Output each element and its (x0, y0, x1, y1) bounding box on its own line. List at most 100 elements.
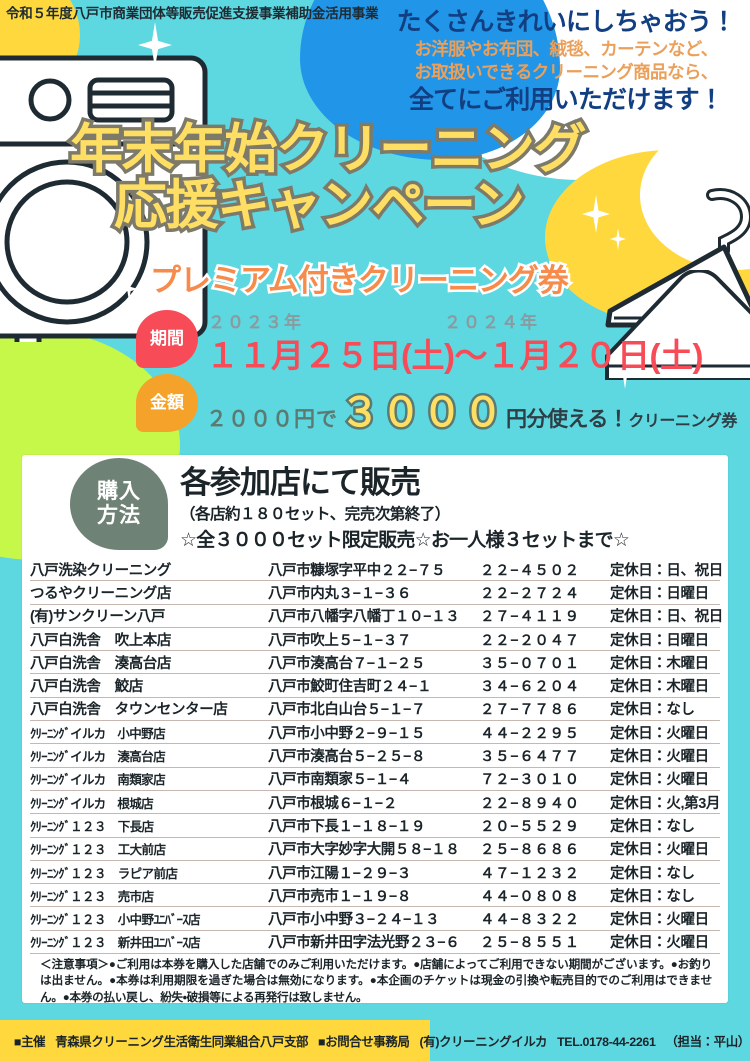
store-name: ｸﾘｰﾆﾝｸﾞイルカ 小中野店 (30, 726, 166, 741)
table-row: ｸﾘｰﾆﾝｸﾞイルカ 湊高台店 八戸市湊高台５−２５−８ ３５−６４７７ 定休日：火曜… (30, 744, 720, 768)
howto-badge-line1: 購入 (97, 480, 141, 504)
store-address: 八戸市下長１−１８−１９ (268, 818, 426, 835)
table-row: ｸﾘｰﾆﾝｸﾞイルカ 根城店 八戸市根城６−１−２ ２２−８９４０ 定休日：火,第3月 (30, 791, 720, 815)
table-row: つるやクリーニング店 八戸市内丸３−１−３６ ２２−２７２４ 定休日：日曜日 (30, 581, 720, 605)
footer-contact-label: ■お問合せ事務局 (318, 1035, 410, 1049)
store-address: 八戸市鮫町住吉町２４−１ (268, 679, 432, 696)
store-name: ｸﾘｰﾆﾝｸﾞ１２３ 売市店 (30, 889, 154, 904)
header-copy-line4: 全てにご利用いただけます！ (408, 86, 724, 115)
footer-band-yellow (0, 1020, 430, 1061)
table-row: ｸﾘｰﾆﾝｸﾞイルカ 小中野店 八戸市小中野２−９−１５ ４４−２２９５ 定休日：火曜… (30, 721, 720, 745)
store-closed: 定休日：なし (610, 865, 695, 882)
store-address: 八戸市糠塚字平中２２−７５ (268, 562, 446, 579)
store-tel: ３４−６２０４ (480, 679, 580, 696)
amount-block: ２０００円で ３０００ 円分使える！ クリーニング券 (206, 380, 737, 438)
period-year-end: ２０２４年 (444, 313, 539, 332)
store-closed: 定休日：日曜日 (610, 585, 709, 602)
store-address: 八戸市新井田字法光野２３−６ (268, 935, 460, 952)
footer-contact: (有)クリーニングイルカ (419, 1035, 548, 1049)
store-tel: ２２−２０４７ (480, 632, 580, 649)
table-row: 八戸白洗舎 吹上本店 八戸市吹上５−１−３７ ２２−２０４７ 定休日：日曜日 (30, 628, 720, 652)
store-tel: ４４−２２９５ (480, 725, 580, 742)
amount-value: ３０００ (338, 389, 506, 438)
store-address: 八戸市八幡字八幡丁１０−１３ (268, 609, 460, 626)
header-copy-line1: たくさんきれいにしちゃおう！ (396, 8, 737, 36)
store-closed: 定休日：火曜日 (610, 725, 709, 742)
store-name: ｸﾘｰﾆﾝｸﾞイルカ 南類家店 (30, 773, 166, 788)
amount-prefix: ２０００円で (206, 408, 338, 431)
table-row: 八戸白洗舎 湊高台店 八戸市湊高台７−１−２５ ３５−０７０１ 定休日：木曜日 (30, 651, 720, 675)
store-name: ｸﾘｰﾆﾝｸﾞ１２３ 小中野ﾕﾆﾊﾞｰｽ店 (30, 913, 200, 928)
campaign-title-line1: 年末年始クリーニング (67, 120, 591, 180)
table-row: ｸﾘｰﾆﾝｸﾞ１２３ 工大前店 八戸市大字妙字大開５８−１８ ２５−８６８６ 定休日：… (30, 838, 720, 861)
table-row: 八戸白洗舎 タウンセンター店 八戸市北白山台５−１−７ ２７−７７８６ 定休日：なし (30, 698, 720, 722)
period-year-start: ２０２３年 (208, 313, 303, 332)
howto-text-block: 各参加店にて販売 （各店約１８０セット、完売次第終了） ☆全３０００セット限定販… (180, 465, 630, 552)
store-name: (有)サンクリーン八戸 (30, 609, 166, 626)
store-name: 八戸白洗舎 吹上本店 (30, 632, 171, 649)
footer-band-teal (430, 1020, 750, 1061)
store-address: 八戸市湊高台５−２５−８ (268, 749, 426, 766)
store-tel: ２５−８５５１ (480, 935, 580, 952)
store-name: ｸﾘｰﾆﾝｸﾞイルカ 湊高台店 (30, 750, 166, 765)
amount-suffix: 円分使える！ (506, 408, 629, 431)
howto-badge-line2: 方法 (97, 504, 141, 527)
store-tel: ３５−０７０１ (480, 655, 580, 672)
table-row: ｸﾘｰﾆﾝｸﾞ１２３ 売市店 八戸市売市１−１９−８ ４４−０８０８ 定休日：なし (30, 884, 720, 908)
store-closed: 定休日：火曜日 (610, 772, 709, 789)
period-years: ２０２３年 ２０２４年 (206, 308, 703, 332)
store-address: 八戸市内丸３−１−３６ (268, 585, 412, 602)
campaign-title: 年末年始クリーニング 応援キャンペーン (67, 120, 591, 236)
table-row: 八戸白洗舎 鮫店 八戸市鮫町住吉町２４−１ ３４−６２０４ 定休日：木曜日 (30, 674, 720, 698)
store-tel: ２０−５５２９ (480, 818, 580, 835)
campaign-subtitle: プレミアム付きクリーニング券 (148, 261, 572, 301)
howto-sub1: （各店約１８０セット、完売次第終了） (180, 505, 450, 523)
period-range: １１月２５日(土)〜１月２０日(土) (206, 337, 703, 374)
subsidy-banner: 令和５年度八戸市商業団体等販売促進支援事業補助金活用事業 (6, 6, 379, 21)
store-closed: 定休日：火曜日 (610, 935, 709, 952)
store-closed: 定休日：火曜日 (610, 749, 709, 766)
store-tel: ４４−８３２２ (480, 912, 580, 929)
store-name: つるやクリーニング店 (30, 585, 171, 602)
header-copy-line2: お洋服やお布団、絨毯、カーテンなど、 (414, 38, 718, 59)
notes-text: ＜注意事項＞●ご利用は本券を購入した店舗でのみご利用いただけます。●店舗によって… (40, 958, 712, 1004)
washing-machine-icon (0, 55, 208, 342)
store-closed: 定休日：日、祝日 (610, 562, 723, 579)
store-tel: ２２−８９４０ (480, 795, 580, 812)
store-tel: ４７−１２３２ (480, 865, 580, 882)
store-address: 八戸市南類家５−１−４ (268, 772, 412, 789)
store-address: 八戸市吹上５−１−３７ (268, 632, 412, 649)
store-address: 八戸市湊高台７−１−２５ (268, 655, 426, 672)
store-name: ｸﾘｰﾆﾝｸﾞ１２３ ラピア前店 (30, 866, 178, 881)
store-closed: 定休日：なし (610, 888, 695, 905)
table-row: ｸﾘｰﾆﾝｸﾞ１２３ ラピア前店 八戸市江陽１−２９−３ ４７−１２３２ 定休日：なし (30, 861, 720, 885)
store-tel: ３５−６４７７ (480, 749, 580, 766)
store-tel: ４４−０８０８ (480, 888, 580, 905)
howto-badge: 購入 方法 (70, 458, 168, 550)
store-closed: 定休日：なし (610, 702, 695, 719)
store-name: 八戸白洗舎 タウンセンター店 (30, 702, 228, 719)
store-tel: ２７−４１１９ (480, 609, 580, 626)
store-closed: 定休日：火曜日 (610, 912, 709, 929)
campaign-title-line2: 応援キャンペーン (111, 175, 529, 235)
store-address: 八戸市小中野３−２４−１３ (268, 912, 440, 929)
store-address: 八戸市売市１−１９−８ (268, 888, 412, 905)
footer-bar: ■主催 青森県クリーニング生活衛生同業組合八戸支部 ■お問合せ事務局 (有)クリーニン… (14, 1032, 750, 1050)
store-name: 八戸洗染クリーニング (30, 562, 171, 579)
footer-organizer-label: ■主催 (14, 1035, 46, 1049)
store-closed: 定休日：日曜日 (610, 632, 709, 649)
amount-badge: 金額 (136, 374, 198, 432)
store-address: 八戸市北白山台５−１−７ (268, 702, 426, 719)
store-tel: ２７−７７８６ (480, 702, 580, 719)
store-closed: 定休日：木曜日 (610, 679, 709, 696)
store-address: 八戸市江陽１−２９−３ (268, 865, 412, 882)
table-row: (有)サンクリーン八戸 八戸市八幡字八幡丁１０−１３ ２７−４１１９ 定休日：日、祝日 (30, 605, 723, 628)
table-row: ｸﾘｰﾆﾝｸﾞ１２３ 新井田ﾕﾆﾊﾞｰｽ店 八戸市新井田字法光野２３−６ ２５−８５… (30, 931, 720, 955)
table-row: 八戸洗染クリーニング 八戸市糠塚字平中２２−７５ ２２−４５０２ 定休日：日、祝日 (30, 558, 723, 582)
table-row: ｸﾘｰﾆﾝｸﾞ１２３ 小中野ﾕﾆﾊﾞｰｽ店 八戸市小中野３−２４−１３ ４４−８３２… (30, 907, 720, 931)
footer-person: （担当：平山） (665, 1035, 750, 1049)
header-copy-block: たくさんきれいにしちゃおう！ お洋服やお布団、絨毯、カーテンなど、 お取扱いでき… (390, 8, 742, 115)
paper-sheet-icon (605, 270, 750, 380)
store-closed: 定休日：日、祝日 (610, 609, 723, 626)
